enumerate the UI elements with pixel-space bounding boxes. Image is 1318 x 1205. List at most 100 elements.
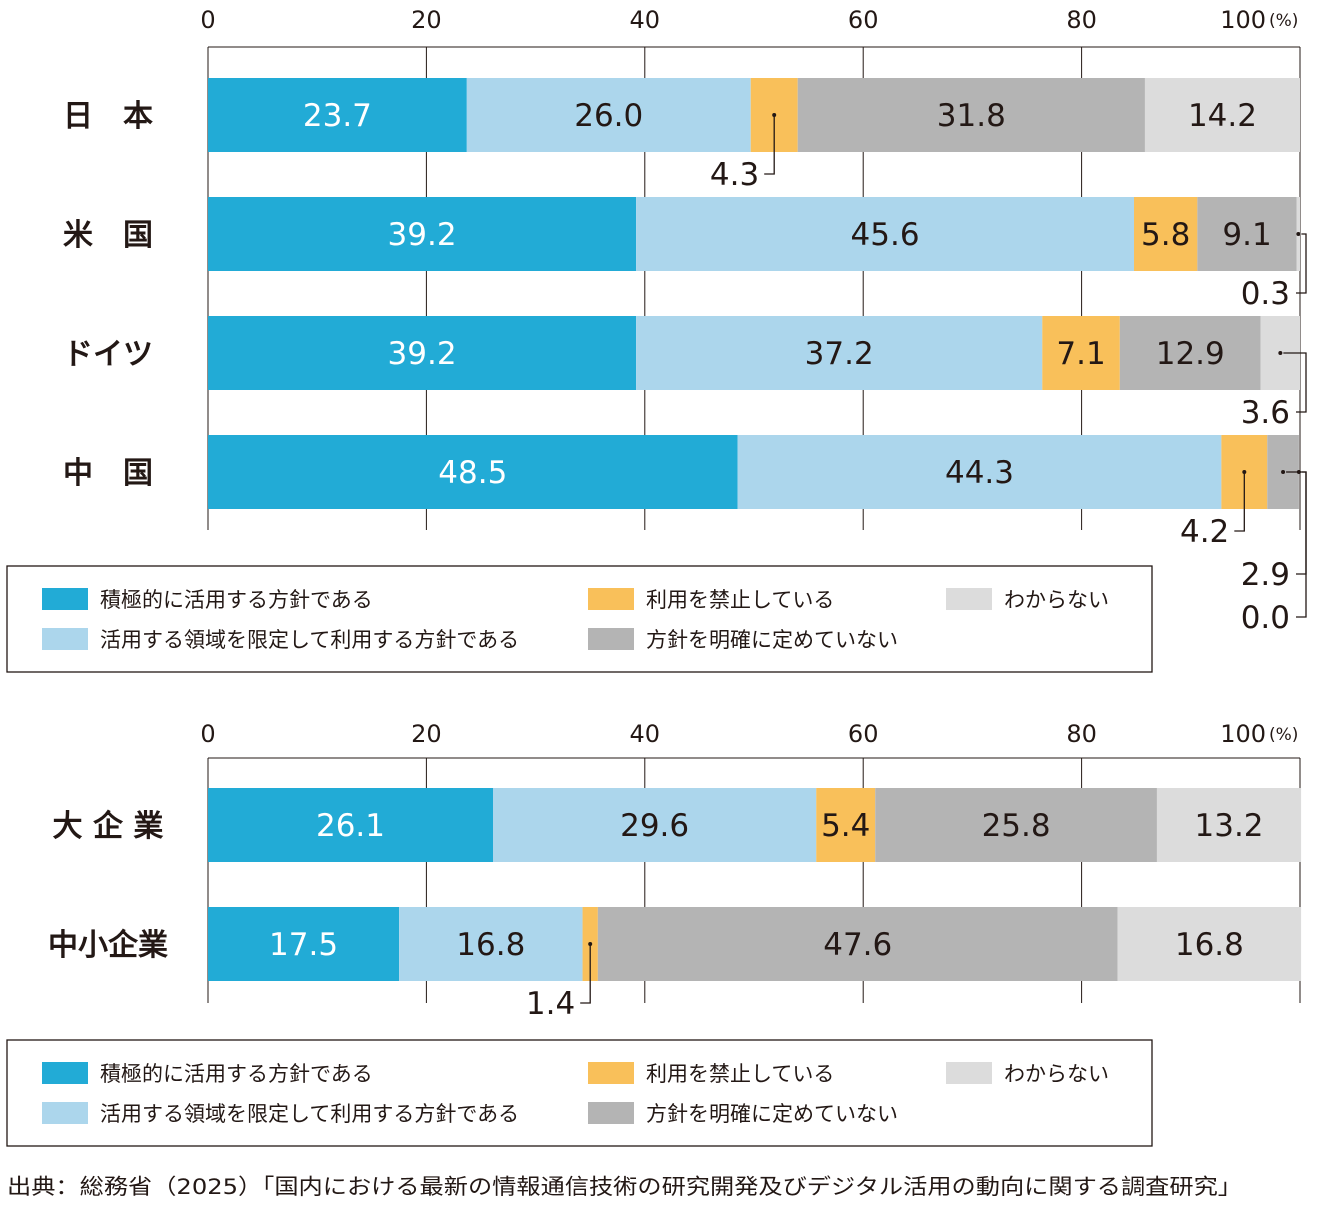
legend-swatch	[588, 1062, 634, 1084]
bar-segment	[797, 78, 1145, 152]
data-label: 45.6	[851, 217, 920, 253]
legend-label: 利用を禁止している	[646, 588, 834, 612]
legend-label: 方針を明確に定めていない	[646, 1102, 898, 1126]
data-label: 39.2	[388, 336, 457, 372]
legend-swatch	[42, 1062, 88, 1084]
tick-label: 80	[1066, 6, 1097, 34]
bar-segment	[636, 316, 1043, 390]
data-label: 25.8	[982, 808, 1051, 844]
bar-segment	[399, 907, 583, 981]
data-label: 9.1	[1222, 217, 1271, 253]
tick-label: 100	[1220, 720, 1266, 748]
tick-label: 0	[200, 720, 215, 748]
legend-label: わからない	[1004, 588, 1109, 612]
legend-swatch	[946, 588, 992, 610]
legend-swatch	[42, 628, 88, 650]
data-label: 44.3	[945, 455, 1014, 491]
data-label: 16.8	[456, 927, 525, 963]
leader-line	[764, 115, 775, 175]
bar-segment	[1197, 197, 1297, 271]
bar-segment	[1117, 907, 1302, 981]
data-label: 23.7	[303, 98, 372, 134]
data-label: 48.5	[438, 455, 507, 491]
bar-segment	[466, 78, 751, 152]
legend-swatch	[588, 588, 634, 610]
data-label: 4.2	[1180, 514, 1229, 550]
tick-label: 80	[1066, 720, 1097, 748]
bar-segment	[208, 78, 467, 152]
bar-segment	[737, 435, 1222, 509]
data-label: 29.6	[620, 808, 689, 844]
bar-segment	[208, 788, 494, 862]
data-label: 26.0	[574, 98, 643, 134]
leader-dot	[1281, 470, 1286, 474]
legend-box	[6, 1039, 1153, 1147]
data-label: 7.1	[1056, 336, 1105, 372]
legend-swatch	[946, 1062, 992, 1084]
bar-segment	[493, 788, 817, 862]
data-label: 12.9	[1156, 336, 1225, 372]
category-label: 日 本	[63, 99, 153, 134]
data-label: 0.3	[1241, 276, 1290, 312]
legend-label: 積極的に活用する方針である	[100, 1062, 373, 1086]
tick-label: 100	[1220, 6, 1266, 34]
bar-segment	[1134, 197, 1198, 271]
legend-label: 方針を明確に定めていない	[646, 628, 898, 652]
chart-1: 0 20 40 60 80 100 (%) 日 本 23.7 26.0 4.3 31.8 14.2 米 国…	[6, 6, 1307, 673]
tick-label: 20	[411, 720, 442, 748]
bar-segment	[208, 907, 400, 981]
legend-swatch	[588, 1102, 634, 1124]
legend-swatch	[588, 628, 634, 650]
legend-label: 活用する領域を限定して利用する方針である	[100, 628, 519, 652]
bar-segment	[636, 197, 1135, 271]
data-label: 47.6	[823, 927, 892, 963]
data-label: 31.8	[937, 98, 1006, 134]
category-label: 中 国	[63, 456, 153, 491]
data-label: 16.8	[1175, 927, 1244, 963]
data-label: 5.8	[1141, 217, 1190, 253]
bar-segment	[1156, 788, 1302, 862]
legend-swatch	[42, 1102, 88, 1124]
data-label: 26.1	[316, 808, 385, 844]
category-label: ドイツ	[63, 337, 153, 372]
leader-dot	[1296, 232, 1301, 236]
tick-label: 0	[200, 6, 215, 34]
data-label: 1.4	[526, 986, 575, 1022]
chart-2: 0 20 40 60 80 100 (%) 大 企 業 26.1 29.6 5.4 25.8 13.2 中…	[6, 720, 1302, 1147]
bar-segment	[875, 788, 1157, 862]
data-label: 5.4	[821, 808, 870, 844]
source-text: 出典：総務省（2025）「国内における最新の情報通信技術の研究開発及びデジタル活…	[7, 1175, 1242, 1200]
data-label: 39.2	[388, 217, 457, 253]
tick-label: 20	[411, 6, 442, 34]
leader-dot	[1278, 351, 1283, 355]
bar-segment	[208, 316, 637, 390]
data-label: 0.0	[1241, 600, 1290, 636]
bar-segment	[208, 197, 637, 271]
leader-line	[1296, 233, 1307, 294]
leader-line	[1234, 472, 1245, 532]
data-label: 17.5	[269, 927, 338, 963]
bar-segment	[816, 788, 876, 862]
bar-segment	[208, 435, 738, 509]
bar-segment	[1042, 316, 1120, 390]
data-label: 13.2	[1195, 808, 1264, 844]
tick-label: 40	[630, 6, 661, 34]
category-label: 大 企 業	[53, 809, 164, 844]
legend-label: わからない	[1004, 1062, 1109, 1086]
legend-label: 利用を禁止している	[646, 1062, 834, 1086]
leader-line	[580, 944, 591, 1004]
data-label: 2.9	[1241, 557, 1290, 593]
tick-label: 40	[630, 720, 661, 748]
leader-line	[1283, 352, 1307, 413]
legend-swatch	[42, 588, 88, 610]
leader-dot	[1296, 470, 1301, 474]
data-label: 3.6	[1241, 395, 1290, 431]
data-label: 37.2	[805, 336, 874, 372]
bar-segment	[1119, 316, 1261, 390]
leader-line	[1296, 471, 1307, 618]
data-label: 4.3	[710, 157, 759, 193]
legend-label: 積極的に活用する方針である	[100, 588, 373, 612]
category-label: 中小企業	[48, 928, 168, 963]
unit-label: (%)	[1269, 11, 1298, 31]
